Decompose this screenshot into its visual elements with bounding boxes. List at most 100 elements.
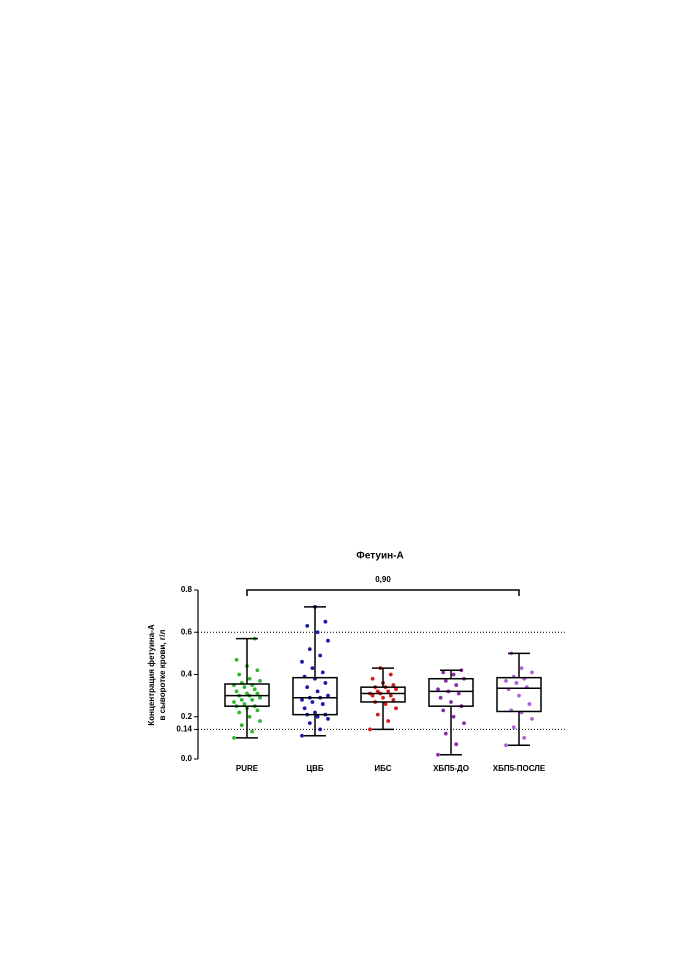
data-point	[300, 659, 304, 664]
data-point	[247, 714, 252, 719]
chart-title: Фетуин-А	[356, 551, 403, 562]
data-point	[436, 752, 440, 757]
data-point	[391, 697, 396, 702]
data-point	[530, 716, 534, 721]
data-point	[310, 700, 315, 704]
data-point	[514, 681, 519, 685]
box	[292, 676, 338, 716]
data-point	[258, 695, 262, 700]
data-point	[232, 700, 236, 704]
data-point	[320, 702, 325, 706]
data-point	[449, 700, 453, 704]
y-tick-label: 0.0	[181, 754, 193, 763]
data-point	[255, 668, 260, 673]
y-axis-title-line: Концентрация фетуина-А	[147, 624, 156, 725]
data-point	[315, 714, 320, 719]
data-point	[370, 676, 375, 681]
data-point	[388, 693, 393, 698]
x-tick-label: PURE	[236, 764, 259, 773]
data-point	[258, 719, 262, 723]
data-point	[318, 653, 323, 658]
data-point	[386, 689, 391, 694]
data-point	[517, 693, 521, 698]
data-point	[305, 685, 310, 690]
data-point	[323, 619, 328, 624]
data-point	[315, 630, 320, 635]
significance-label: 0,90	[375, 575, 391, 584]
data-point	[326, 693, 330, 698]
data-point	[522, 735, 527, 740]
data-point	[326, 716, 330, 721]
data-point	[320, 670, 325, 675]
data-point	[386, 719, 391, 723]
data-point	[302, 706, 307, 711]
x-tick-label: ИБС	[374, 764, 391, 773]
data-point	[300, 733, 304, 738]
data-point	[375, 689, 380, 694]
box	[428, 677, 474, 707]
data-point	[245, 691, 249, 696]
data-point	[443, 678, 448, 683]
y-tick-label: 0.14	[176, 725, 192, 734]
data-point	[383, 702, 388, 706]
data-point	[305, 624, 310, 628]
data-point	[326, 638, 330, 643]
data-point	[394, 706, 398, 711]
data-point	[441, 670, 446, 675]
data-point	[388, 672, 393, 677]
data-point	[504, 743, 508, 748]
data-point	[255, 708, 260, 713]
data-point	[368, 727, 372, 732]
y-tick-label: 0.4	[181, 670, 193, 679]
data-point	[436, 687, 440, 692]
data-point	[530, 670, 534, 675]
data-point	[307, 721, 312, 725]
data-point	[255, 691, 260, 696]
data-point	[391, 683, 396, 687]
data-point	[237, 710, 242, 715]
data-point	[456, 691, 461, 696]
data-point	[310, 666, 315, 671]
data-point	[441, 708, 446, 713]
data-point	[451, 714, 456, 719]
data-point	[511, 725, 516, 730]
data-point	[454, 742, 459, 747]
x-tick-label: ХБП5-ПОСЛЕ	[493, 764, 546, 773]
y-axis-title-line: в сыворотке крови, г/л	[158, 630, 167, 721]
y-tick-label: 0.2	[181, 712, 193, 721]
data-point	[315, 689, 320, 694]
data-point	[438, 695, 443, 700]
data-point	[250, 697, 255, 702]
data-point	[527, 702, 532, 706]
x-tick-label: ЦВБ	[306, 764, 324, 773]
data-point	[234, 689, 239, 694]
data-point	[307, 647, 312, 652]
data-point	[381, 695, 385, 700]
y-tick-label: 0.6	[181, 627, 193, 636]
data-point	[242, 702, 247, 706]
data-point	[504, 678, 508, 683]
data-point	[239, 697, 244, 702]
data-point	[443, 731, 448, 736]
significance-bracket	[246, 589, 520, 596]
data-point	[375, 712, 380, 717]
box	[496, 676, 542, 713]
data-point	[451, 672, 456, 677]
data-point	[313, 710, 317, 715]
data-point	[247, 676, 252, 681]
data-point	[234, 657, 239, 662]
data-point	[454, 683, 459, 687]
data-point	[394, 687, 398, 692]
data-point	[252, 687, 257, 692]
y-tick-label: 0.8	[181, 585, 193, 594]
x-tick-label: ХБП5-ДО	[433, 764, 469, 773]
data-point	[239, 723, 244, 728]
data-point	[258, 678, 262, 683]
data-point	[323, 681, 328, 685]
data-point	[242, 685, 247, 690]
data-point	[250, 729, 255, 734]
y-axis-title: Концентрация фетуина-А в сыворотке крови…	[147, 624, 167, 725]
data-point	[519, 666, 524, 671]
box	[360, 686, 406, 703]
